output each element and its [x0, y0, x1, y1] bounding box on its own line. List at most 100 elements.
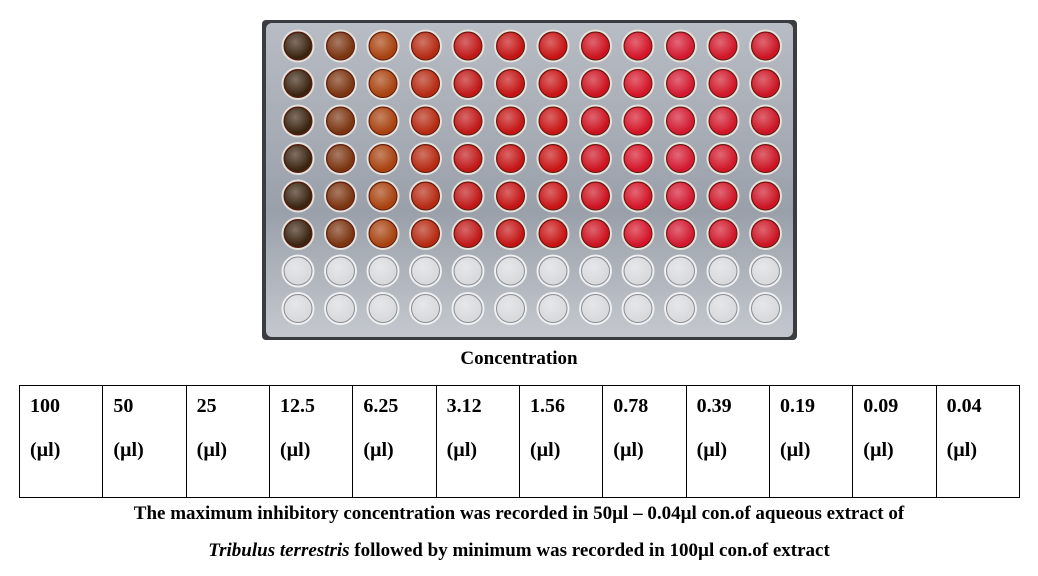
plate-well-shine — [752, 145, 779, 172]
plate-well-shine — [455, 258, 481, 284]
plate-well-shine — [285, 108, 311, 134]
plate-well-shine — [412, 183, 439, 209]
plate-well-shine — [412, 258, 439, 284]
plate-well-shine — [625, 70, 651, 97]
plate-well-shine — [285, 183, 311, 209]
concentration-unit: (µl) — [696, 439, 728, 461]
plate-well-shine — [455, 70, 481, 97]
plate-well-shine — [582, 70, 609, 97]
plate-well-shine — [285, 145, 311, 172]
plate-well-shine — [327, 220, 354, 247]
concentration-value: 25 — [196, 395, 217, 417]
plate-well-shine — [710, 258, 736, 284]
plate-well-shine — [455, 220, 481, 247]
plate-well-shine — [540, 145, 566, 172]
concentration-cell: 100 (µl) — [18, 385, 104, 498]
concentration-value: 50 — [113, 395, 134, 417]
concentration-cell: 50 (µl) — [102, 385, 187, 498]
plate-well-shine — [667, 70, 694, 97]
concentration-cell: 3.12 (µl) — [435, 385, 520, 498]
plate-well-shine — [752, 183, 779, 209]
plate-well-shine — [710, 145, 736, 172]
plate-well-shine — [667, 258, 694, 284]
plate-well-shine — [370, 258, 396, 284]
plate-well-shine — [752, 295, 779, 322]
plate-well-shine — [582, 258, 609, 284]
plate-well-shine — [752, 108, 779, 134]
plate-well-shine — [667, 108, 694, 134]
concentration-unit: (µl) — [779, 439, 811, 461]
concentration-unit: (µl) — [113, 439, 144, 461]
plate-well-shine — [455, 33, 481, 59]
microtiter-plate-photo — [262, 20, 797, 340]
concentration-cell: 0.78 (µl) — [602, 385, 687, 498]
plate-well-shine — [412, 220, 439, 247]
plate-well-shine — [455, 108, 481, 134]
plate-well-shine — [285, 258, 311, 284]
plate-well-shine — [497, 33, 524, 59]
plate-well-shine — [752, 70, 779, 97]
concentration-value: 1.56 — [529, 395, 565, 417]
table-row: 100 (µl) 50 (µl) 25 (µl) 12.5 (µl) 6.25 (µl) 3.12 (… — [18, 385, 1021, 498]
plate-well-shine — [710, 220, 736, 247]
plate-well-shine — [540, 108, 566, 134]
plate-well-shine — [412, 33, 439, 59]
plate-well-shine — [625, 183, 651, 209]
plate-well-shine — [667, 33, 694, 59]
plate-well-shine — [285, 33, 311, 59]
plate-well-shine — [497, 258, 524, 284]
concentration-unit: (µl) — [363, 439, 394, 461]
plate-well-shine — [285, 295, 311, 322]
plate-well-shine — [625, 295, 651, 322]
plate-well-shine — [667, 183, 694, 209]
plate-well-shine — [327, 108, 354, 134]
plate-well-shine — [625, 33, 651, 59]
concentration-unit: (µl) — [30, 439, 61, 461]
plate-well-shine — [540, 70, 566, 97]
concentration-unit: (µl) — [613, 439, 644, 461]
concentration-unit: (µl) — [279, 439, 311, 461]
concentration-value: 0.09 — [863, 395, 899, 417]
plate-well-shine — [327, 70, 354, 97]
plate-well-shine — [710, 183, 736, 209]
plate-well-shine — [327, 295, 354, 322]
plate-well-shine — [370, 220, 396, 247]
concentration-value: 3.12 — [446, 395, 482, 417]
concentration-unit: (µl) — [863, 439, 894, 461]
plate-well-shine — [327, 258, 354, 284]
concentration-value: 100 — [30, 395, 60, 417]
concentration-value: 0.78 — [613, 395, 649, 417]
plate-well-shine — [540, 183, 566, 209]
concentration-unit: (µl) — [529, 439, 561, 461]
plate-well-shine — [412, 70, 439, 97]
plate-well-shine — [667, 145, 694, 172]
plate-well-shine — [497, 295, 524, 322]
plate-well-shine — [752, 220, 779, 247]
plate-well-shine — [540, 220, 566, 247]
plate-well-shine — [370, 33, 396, 59]
concentration-unit: (µl) — [446, 439, 478, 461]
plate-well-shine — [497, 70, 524, 97]
concentration-cell: 0.19 (µl) — [768, 385, 854, 498]
plate-well-shine — [370, 70, 396, 97]
concentration-cell: 6.25 (µl) — [352, 385, 437, 498]
species-name: Tribulus terrestris — [208, 540, 350, 561]
caption-line-2-rest: followed by minimum was recorded in 100µ… — [349, 540, 830, 561]
plate-well-shine — [327, 183, 354, 209]
plate-well-shine — [710, 295, 736, 322]
plate-well-shine — [370, 183, 396, 209]
plate-well-shine — [582, 295, 609, 322]
concentration-cell: 12.5 (µl) — [268, 385, 354, 498]
plate-well-shine — [497, 108, 524, 134]
plate-well-shine — [625, 108, 651, 134]
plate-well-shine — [752, 258, 779, 284]
concentration-value: 6.25 — [363, 395, 399, 417]
plate-well-shine — [540, 258, 566, 284]
plate-well-shine — [582, 108, 609, 134]
plate-well-shine — [412, 295, 439, 322]
plate-well-shine — [710, 108, 736, 134]
concentration-cell: 0.09 (µl) — [852, 385, 937, 498]
plate-well-shine — [370, 295, 396, 322]
plate-well-shine — [412, 145, 439, 172]
plate-well-shine — [327, 33, 354, 59]
